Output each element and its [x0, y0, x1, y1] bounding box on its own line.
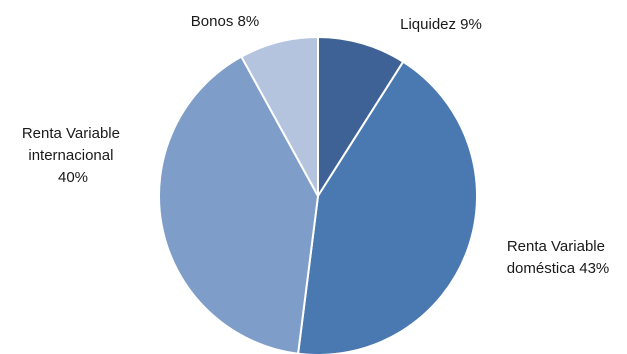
- slice-label-renta-variable-internacional: Renta Variable internacional 40%: [22, 125, 124, 186]
- pie-slice-renta-variable-domestica: [297, 60, 478, 354]
- pie-slice-bonos: [240, 35, 319, 197]
- slice-label-liquidez: Liquidez 9%: [400, 16, 482, 33]
- slice-label-renta-variable-domestica: Renta Variable doméstica 43%: [507, 238, 610, 277]
- slice-label-bonos: Bonos 8%: [191, 13, 259, 30]
- pie-slices: [158, 35, 478, 354]
- pie-slice-liquidez: [317, 35, 405, 200]
- pie-labels: Liquidez 9% Renta Variable doméstica 43%…: [22, 13, 609, 277]
- pie-slice-renta-variable-internacional: [158, 55, 320, 354]
